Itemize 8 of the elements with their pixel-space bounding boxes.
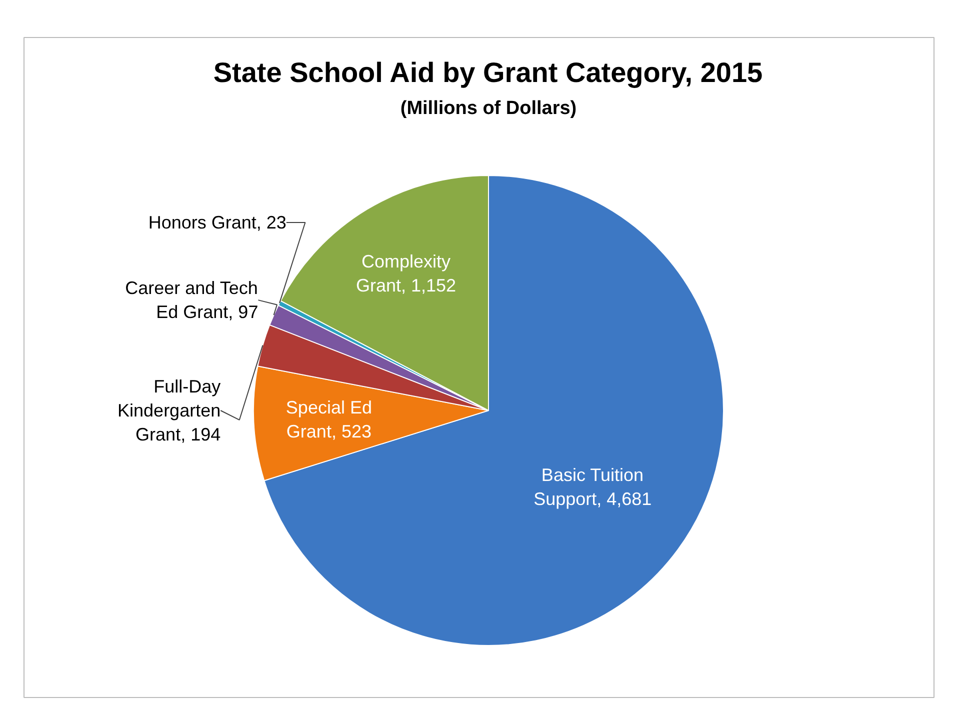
slice-label: Career and Tech Ed Grant, 97 (125, 278, 258, 322)
chart-title: State School Aid by Grant Category, 2015 (213, 57, 763, 88)
chart-subtitle: (Millions of Dollars) (400, 98, 577, 119)
slice-label: Special Ed Grant, 523 (286, 398, 372, 442)
slice-label: Full-Day Kindergarten Grant, 194 (118, 376, 221, 444)
slice-label: Honors Grant, 23 (148, 212, 286, 232)
slice-label: Complexity Grant, 1,152 (356, 252, 456, 296)
slice-label: Basic Tuition Support, 4,681 (534, 465, 652, 510)
